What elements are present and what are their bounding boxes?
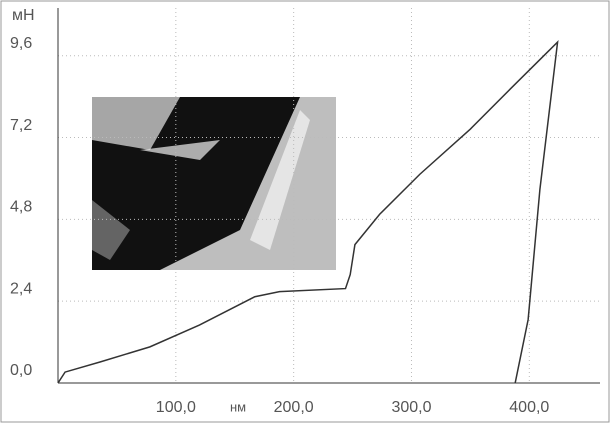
curve <box>57 40 559 384</box>
y-tick-label: 9,6 <box>10 35 32 52</box>
y-tick-label: 4,8 <box>10 199 32 216</box>
y-tick-label: 7,2 <box>10 117 32 134</box>
x-tick-label: 400,0 <box>509 399 549 416</box>
y-axis-label: мН <box>12 7 35 24</box>
x-axis-label: нм <box>230 399 246 414</box>
inset-image <box>92 97 336 270</box>
x-tick-label: 100,0 <box>156 399 196 416</box>
x-tick-label: 200,0 <box>274 399 314 416</box>
x-tick-label: 300,0 <box>391 399 431 416</box>
y-tick-label: 2,4 <box>10 280 32 297</box>
y-tick-label: 0,0 <box>10 362 32 379</box>
